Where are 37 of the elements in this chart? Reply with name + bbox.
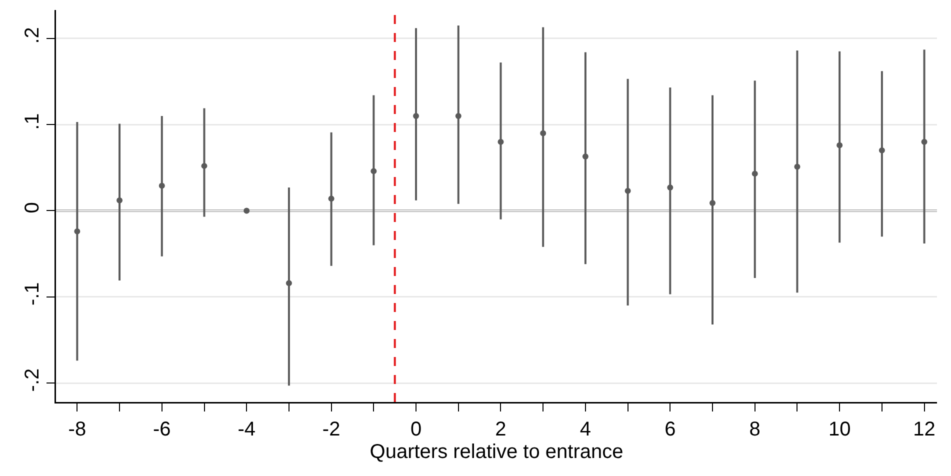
x-tick-label: -2 [322,418,340,440]
point [158,182,165,189]
point [752,170,758,177]
point [116,197,123,204]
x-tick-label: 2 [495,418,506,440]
point [794,164,800,170]
y-tick-label: .2 [22,27,44,44]
point [540,130,546,136]
x-tick-label: 8 [749,418,760,440]
point [455,112,462,119]
point [74,228,80,234]
point [286,280,292,286]
y-tick-label: -.2 [22,368,44,392]
x-tick-label: -8 [68,418,86,440]
x-tick-label: 0 [410,418,422,440]
point [836,142,843,148]
point [498,138,504,145]
point [624,188,631,194]
point [328,196,334,202]
x-axis-title: Quarters relative to entrance [370,440,624,463]
point [370,168,377,174]
x-tick-label: -6 [152,418,171,440]
point [413,112,420,119]
point [878,147,885,154]
y-tick-label: -.1 [22,282,44,306]
point [201,162,208,169]
y-tick-label: .1 [22,113,44,130]
x-tick-label: 4 [580,418,592,440]
x-tick-label: 12 [913,418,936,440]
x-tick-label: 10 [828,418,851,440]
point [921,138,928,145]
y-tick-label: 0 [22,202,44,214]
point [667,184,674,190]
x-tick-label: 6 [664,418,676,440]
point [582,153,588,160]
point [710,200,716,206]
x-tick-label: -4 [238,418,256,440]
